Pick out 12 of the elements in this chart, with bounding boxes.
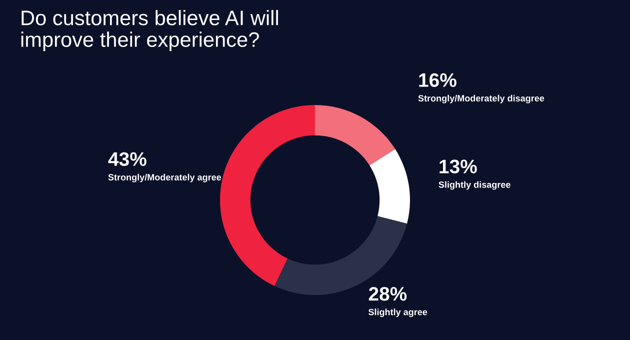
data-label: 16% <box>419 73 456 87</box>
chart-title: Do customers believe AI will improve their experience? <box>21 10 278 52</box>
slice-label: Strongly/Moderately disagree <box>418 94 544 104</box>
slice-label: Slightly agree <box>368 308 428 318</box>
slice-label: Strongly/Moderately agree <box>108 174 222 182</box>
data-label: 13% <box>440 160 477 174</box>
data-label: 43% <box>108 152 146 166</box>
data-label: 28% <box>368 286 407 301</box>
donut-slice <box>220 105 315 286</box>
slice-label: Slightly disagree <box>438 181 510 190</box>
donut-slice <box>370 149 410 224</box>
donut-slice <box>315 105 396 166</box>
